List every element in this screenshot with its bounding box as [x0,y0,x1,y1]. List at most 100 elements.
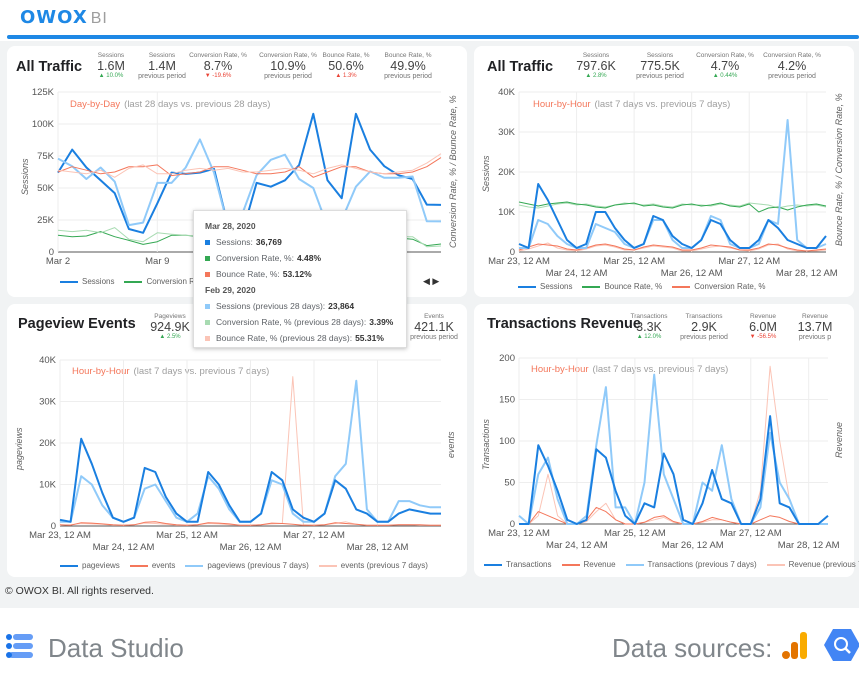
data-sources-label: Data sources: [612,633,773,663]
annotation-period: (last 7 days vs. previous 7 days) [594,99,731,110]
scorecard-label: Sessions [148,52,176,59]
legend-item[interactable]: Revenue [561,560,616,569]
accent-bar [7,35,859,39]
owox-logo[interactable]: OWOX BI [20,7,108,28]
legend-label: Sessions [540,282,573,291]
scorecard-value: 775.5K [640,59,680,73]
y-axis-label: Sessions [481,155,491,192]
legend-item[interactable]: pageviews (previous 7 days) [185,561,309,570]
y-tick-label: 100K [32,119,55,130]
annotation-granularity: Hour-by-Hour [72,366,130,377]
chart-legend: pageviews events pageviews (previous 7 day… [60,561,428,570]
legend-item[interactable]: Transactions (previous 7 days) [625,560,757,569]
scorecard-delta: ▲ 2.8% [585,73,607,79]
scorecard: Transactions 2.9K previous period [680,313,728,341]
bottom-bar: Data Studio Data sources: [0,608,859,674]
y-tick-label: 30K [498,127,516,138]
scorecard-label: Sessions [582,52,610,59]
scorecard-delta: ▲ 1.3% [335,73,357,79]
legend-swatch [185,564,204,567]
chart-annotation: Hour-by-Hour (last 7 days vs. previous 7 … [72,366,269,377]
x-tick-label: Mar 9 [145,256,169,267]
annotation-period: (last 7 days vs. previous 7 days) [133,366,270,377]
series-line [518,201,827,213]
legend-swatch [672,285,691,288]
scorecard-previous-label: previous period [410,334,458,341]
scorecard-value: 3.3K [636,320,662,334]
x-tick-label: Mar 2 [46,256,70,267]
scorecard-previous-label: previous period [264,73,312,80]
scorecard: Bounce Rate, % 49.9% previous period [384,52,432,80]
scorecard-value: 2.9K [691,320,717,334]
legend-pager-arrows: ◀ ▶ [423,276,440,286]
x-tick-label: Mar 28, 12 AM [347,542,409,553]
legend-label: pageviews [82,561,120,570]
legend-item[interactable]: Bounce Rate, % [582,282,662,291]
y2-axis-label: Revenue [834,421,844,458]
y-tick-label: 0 [51,521,56,532]
scorecard-label: Sessions [97,52,125,59]
y-tick-label: 25K [37,215,55,226]
chart-tooltip: Mar 28, 2020 Sessions: 36,769 Conversion … [193,210,407,348]
tooltip-row: Bounce Rate, %: 53.12% [205,269,395,279]
legend-item[interactable]: Revenue (previous 7 days) [766,560,859,569]
legend-swatch [60,280,78,283]
scorecard-delta: ▲ 2.5% [159,334,181,340]
scorecard-delta: ▼ -56.5% [749,334,777,340]
scorecard-label: Events [424,313,444,320]
legend-item[interactable]: pageviews [60,561,120,570]
x-tick-label: Mar 24, 12 AM [546,268,608,279]
annotation-period: (last 28 days vs. previous 28 days) [124,99,271,110]
bigquery-icon [824,629,859,661]
legend-item[interactable]: Transactions [484,560,552,569]
scorecard-label: Pageviews [154,313,186,320]
scorecard-label: Bounce Rate, % [384,52,432,59]
y-axis-label: Sessions [20,158,30,195]
series-line [519,415,829,525]
series-line [518,243,827,252]
y-tick-label: 50K [37,183,55,194]
legend-swatch [561,563,580,566]
scorecard-label: Conversion Rate, % [259,52,317,59]
legend-item[interactable]: events [129,561,175,570]
scorecard-delta: ▲ 0.44% [712,73,738,79]
scorecard-label: Sessions [646,52,674,59]
legend-swatch [484,563,502,566]
scorecard: Conversion Rate, % 8.7% ▼ -19.6% [189,52,247,79]
legend-item[interactable]: Conversion Rate, % [124,277,218,286]
x-tick-label: Mar 27, 12 AM [283,530,345,541]
y2-axis-label: events [446,431,456,458]
x-tick-label: Mar 27, 12 AM [718,256,780,267]
x-tick-label: Mar 26, 12 AM [661,268,723,279]
x-tick-label: Mar 28, 12 AM [778,540,840,551]
tooltip-row: Conversion Rate, % (previous 28 days): 3.… [205,317,395,327]
legend-swatch [766,563,785,566]
legend-item[interactable]: Sessions [60,277,114,286]
series-line [57,138,442,228]
y-axis-label: Transactions [481,419,491,470]
x-tick-label: Mar 25, 12 AM [604,528,666,539]
scorecard-value: 924.9K [150,320,190,334]
chart-annotation: Day-by-Day (last 28 days vs. previous 28 … [70,99,270,110]
legend-swatch [124,280,143,283]
scorecard: Revenue 6.0M ▼ -56.5% [749,313,777,340]
x-tick-label: Mar 23, 12 AM [29,530,91,541]
legend-item[interactable]: Sessions [518,282,572,291]
scorecard: Sessions 775.5K previous period [636,52,684,80]
scorecard-previous-label: previous period [768,73,816,80]
legend-item[interactable]: events (previous 7 days) [318,561,428,570]
scorecard-previous-label: previous p [798,334,832,341]
legend-item[interactable]: Conversion Rate, % [672,282,765,291]
scorecard-previous-label: previous period [636,73,684,80]
data-studio-label: Data Studio [48,633,184,663]
scorecard: Pageviews 924.9K ▲ 2.5% [150,313,190,340]
scorecard: Sessions 1.4M previous period [138,52,186,80]
header: OWOX BI [0,0,859,41]
card-title: Transactions Revenue [487,316,641,332]
scorecard: Conversion Rate, % 10.9% previous period [259,52,317,80]
google-analytics-icon [782,632,807,659]
legend-swatch [318,564,337,567]
